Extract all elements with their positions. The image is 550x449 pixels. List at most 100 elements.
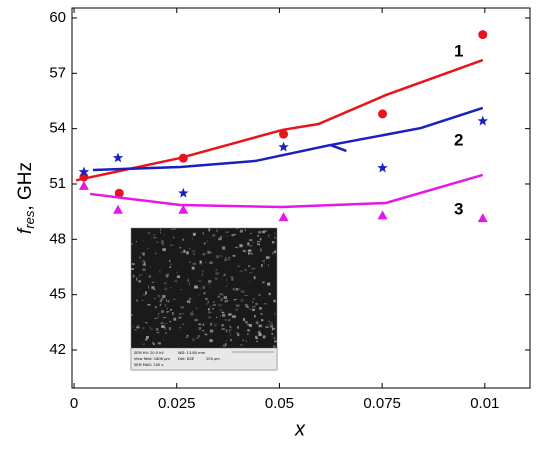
speckle: [215, 272, 219, 275]
speckle: [156, 241, 159, 243]
speckle: [192, 237, 193, 241]
series-line: [75, 58, 484, 182]
speckle: [252, 301, 254, 303]
speckle: [247, 251, 249, 256]
speckle: [199, 287, 201, 290]
speckle: [236, 288, 241, 290]
speckle: [214, 277, 218, 280]
speckle: [193, 297, 194, 300]
speckle: [265, 256, 270, 260]
speckle: [181, 313, 184, 314]
speckle: [209, 286, 211, 289]
y-tick-label: 45: [49, 286, 66, 303]
speckle: [267, 324, 269, 326]
inset-caption: View field: 1806 µm: [134, 357, 170, 361]
speckle: [268, 292, 271, 296]
x-tick-label: 0.025: [158, 395, 196, 412]
speckle: [189, 261, 192, 264]
speckle: [170, 229, 173, 231]
speckle: [154, 306, 158, 309]
speckle: [136, 324, 139, 327]
speckle: [158, 312, 160, 314]
speckle: [142, 260, 145, 263]
speckle: [134, 329, 137, 331]
data-point: [377, 162, 388, 173]
speckle: [198, 323, 202, 326]
speckle: [220, 297, 224, 301]
speckle: [192, 232, 196, 236]
speckle: [250, 252, 253, 255]
speckle: [187, 278, 189, 282]
speckle: [186, 334, 189, 337]
speckle: [268, 256, 271, 258]
speckle: [259, 306, 262, 310]
speckle: [242, 339, 245, 341]
speckle: [168, 259, 171, 262]
speckle: [239, 244, 243, 248]
speckle: [235, 308, 238, 311]
speckle: [244, 303, 248, 307]
speckle: [194, 318, 198, 322]
speckle: [214, 323, 217, 327]
speckle: [247, 324, 250, 326]
speckle: [252, 308, 255, 311]
speckle: [155, 317, 159, 319]
speckle: [209, 261, 213, 264]
speckle: [178, 316, 182, 319]
speckle: [139, 288, 141, 291]
y-tick-label: 42: [49, 341, 66, 358]
x-axis-label: x: [294, 418, 306, 440]
speckle: [160, 231, 162, 234]
speckle: [132, 274, 135, 278]
speckle: [180, 306, 184, 309]
speckle: [143, 261, 146, 265]
speckle: [136, 299, 139, 302]
speckle: [143, 264, 146, 266]
speckle: [245, 339, 247, 343]
speckle: [176, 275, 181, 279]
speckle: [263, 262, 265, 265]
speckle: [164, 303, 167, 307]
speckle: [232, 288, 235, 291]
speckle: [228, 256, 231, 260]
speckle: [257, 234, 259, 237]
speckle: [191, 310, 194, 313]
speckle: [162, 248, 166, 252]
speckle: [270, 321, 273, 325]
speckle: [203, 292, 206, 295]
speckle: [222, 324, 224, 326]
speckle: [142, 239, 144, 242]
speckle: [244, 295, 248, 296]
data-point: [78, 166, 90, 177]
data-point: [112, 152, 124, 163]
speckle: [221, 278, 223, 280]
speckle: [169, 287, 172, 289]
speckle: [204, 333, 208, 336]
speckle: [230, 333, 231, 337]
speckle: [231, 234, 235, 237]
speckle: [131, 276, 133, 278]
speckle: [154, 318, 158, 319]
y-axis-label: fres, GHz: [15, 162, 37, 234]
speckle: [226, 340, 227, 342]
speckle: [236, 305, 240, 307]
speckle: [173, 317, 177, 321]
speckle: [267, 264, 269, 267]
speckle: [274, 312, 276, 315]
speckle: [196, 337, 199, 339]
speckle: [182, 323, 185, 325]
data-point: [114, 188, 124, 198]
sem-caption-bar: [130, 347, 278, 371]
speckle: [221, 246, 226, 250]
data-point: [178, 187, 189, 198]
speckle: [159, 228, 161, 232]
speckle: [207, 300, 209, 304]
inset-caption: 200 µm: [206, 357, 220, 361]
speckle: [131, 326, 135, 328]
speckle: [164, 326, 167, 330]
speckle: [147, 304, 151, 306]
speckle: [257, 330, 261, 333]
speckle: [272, 251, 274, 255]
speckle: [268, 236, 270, 238]
speckle: [232, 315, 236, 318]
